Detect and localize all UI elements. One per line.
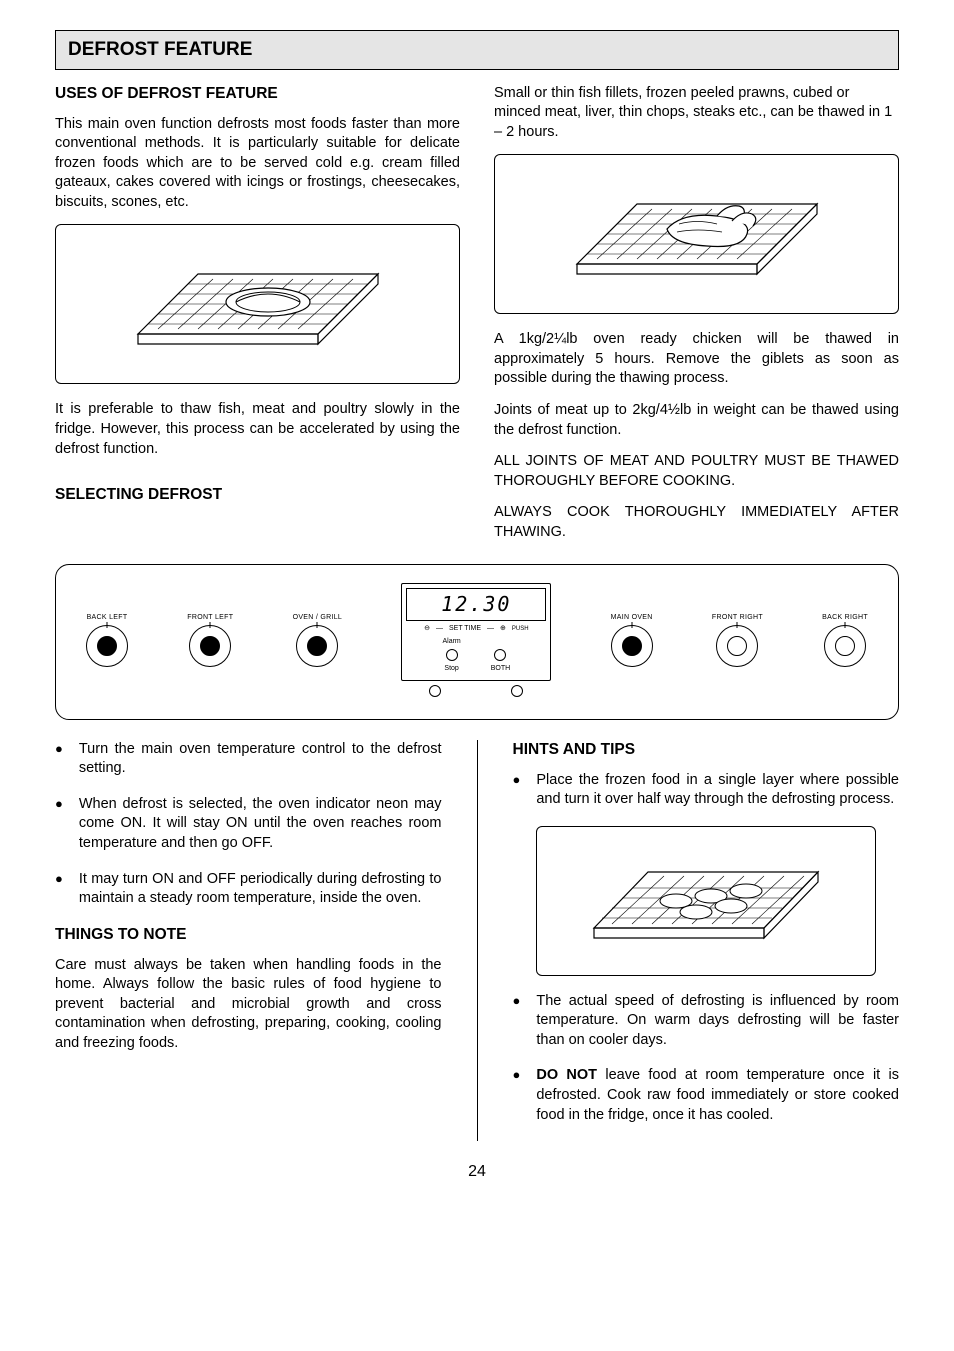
control-panel-illustration: BACK LEFT FRONT LEFT OVEN / GRILL 12.30 …	[55, 564, 899, 719]
set-time-label: SET TIME	[449, 624, 481, 633]
clock-time: 12.30	[406, 588, 546, 621]
hints-heading: HINTS AND TIPS	[513, 740, 900, 761]
column-divider	[477, 740, 478, 1141]
page-title: DEFROST FEATURE	[68, 37, 886, 63]
dial-back-left: BACK LEFT	[86, 613, 128, 666]
selecting-heading: SELECTING DEFROST	[55, 485, 460, 506]
stop-label: Stop	[444, 664, 458, 673]
hints-bullet-3: DO NOT leave food at room temperature on…	[536, 1066, 899, 1125]
do-not-strong: DO NOT	[536, 1067, 597, 1083]
clock-cluster: 12.30 ⊖ — SET TIME — ⊕ PUSH Alarm Stop x…	[401, 583, 551, 696]
push-label: PUSH	[512, 625, 529, 633]
uses-heading: USES OF DEFROST FEATURE	[55, 84, 460, 105]
oven-cake-illustration	[55, 224, 460, 384]
hints-bullets: Place the frozen food in a single layer …	[513, 771, 900, 810]
hints-bullet-1: Place the frozen food in a single layer …	[536, 771, 899, 810]
dial-front-right: FRONT RIGHT	[712, 613, 763, 666]
dial-front-left: FRONT LEFT	[187, 613, 233, 666]
dial-main-oven: MAIN OVEN	[611, 613, 653, 666]
right-p2: A 1kg/2¼lb oven ready chicken will be th…	[494, 330, 899, 389]
hints-bullet-2: The actual speed of defrosting is influe…	[536, 992, 899, 1051]
below-clock-knobs	[429, 685, 523, 697]
alarm-label: Alarm	[442, 637, 460, 646]
selecting-bullets: Turn the main oven temperature control t…	[55, 740, 442, 909]
dial-back-right: BACK RIGHT	[822, 613, 868, 666]
things-to-note-heading: THINGS TO NOTE	[55, 925, 442, 946]
oven-meat-svg	[567, 174, 827, 294]
upper-left-column: USES OF DEFROST FEATURE This main oven f…	[55, 84, 460, 555]
selecting-bullet-3: It may turn ON and OFF periodically duri…	[79, 870, 442, 909]
oven-meat-illustration	[494, 154, 899, 314]
uses-p1: This main oven function defrosts most fo…	[55, 115, 460, 213]
selecting-bullet-2: When defrost is selected, the oven indic…	[79, 795, 442, 854]
right-p1: Small or thin fish fillets, frozen peele…	[494, 84, 899, 143]
page-number: 24	[55, 1161, 899, 1183]
oven-layer-illustration	[536, 826, 876, 976]
dial-oven-grill: OVEN / GRILL	[293, 613, 343, 666]
uses-p2: It is preferable to thaw fish, meat and …	[55, 400, 460, 459]
oven-layer-svg	[586, 846, 826, 956]
right-p5: ALWAYS COOK THOROUGHLY IMMEDIATELY AFTER…	[494, 503, 899, 542]
both-label: BOTH	[491, 664, 510, 673]
right-p3: Joints of meat up to 2kg/4½lb in weight …	[494, 401, 899, 440]
hints-bullets-2: The actual speed of defrosting is influe…	[513, 992, 900, 1125]
upper-columns: USES OF DEFROST FEATURE This main oven f…	[55, 84, 899, 555]
things-to-note-p1: Care must always be taken when handling …	[55, 956, 442, 1054]
right-p4: ALL JOINTS OF MEAT AND POULTRY MUST BE T…	[494, 452, 899, 491]
selecting-bullet-1: Turn the main oven temperature control t…	[79, 740, 442, 779]
lower-columns: Turn the main oven temperature control t…	[55, 740, 899, 1141]
oven-cake-svg	[128, 244, 388, 364]
lower-left-column: Turn the main oven temperature control t…	[55, 740, 442, 1141]
page-title-bar: DEFROST FEATURE	[55, 30, 899, 70]
lower-right-column: HINTS AND TIPS Place the frozen food in …	[513, 740, 900, 1141]
clock-display: 12.30 ⊖ — SET TIME — ⊕ PUSH Alarm Stop x…	[401, 583, 551, 680]
upper-right-column: Small or thin fish fillets, frozen peele…	[494, 84, 899, 555]
